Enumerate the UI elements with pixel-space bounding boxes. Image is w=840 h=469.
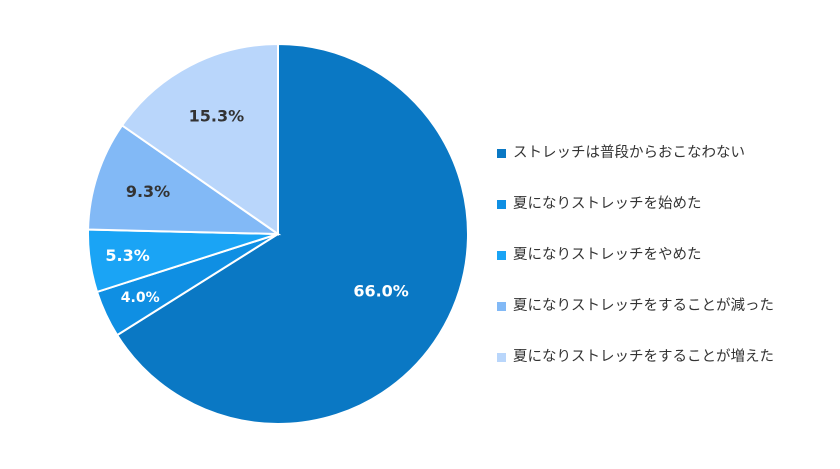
legend-swatch xyxy=(497,353,506,362)
legend-swatch xyxy=(497,149,506,158)
legend-swatch xyxy=(497,251,506,260)
data-label: 9.3% xyxy=(126,182,170,201)
legend-swatch xyxy=(497,302,506,311)
legend-item: 夏になりストレッチをすることが増えた xyxy=(497,344,827,395)
data-label: 66.0% xyxy=(353,282,409,301)
legend-swatch xyxy=(497,200,506,209)
pie-slice xyxy=(115,42,469,425)
legend-item: 夏になりストレッチをやめた xyxy=(497,242,827,293)
legend-label: 夏になりストレッチを始めた xyxy=(513,196,702,212)
legend: ストレッチは普段からおこなわない 夏になりストレッチを始めた 夏になりストレッチ… xyxy=(497,140,827,395)
legend-item: ストレッチは普段からおこなわない xyxy=(497,140,827,191)
data-label: 5.3% xyxy=(105,246,149,265)
legend-item: 夏になりストレッチを始めた xyxy=(497,191,827,242)
legend-label: ストレッチは普段からおこなわない xyxy=(513,145,745,161)
data-label: 15.3% xyxy=(189,107,245,126)
pie-slice xyxy=(120,42,279,236)
pie-slice xyxy=(87,123,282,236)
data-label: 4.0% xyxy=(121,290,160,306)
legend-label: 夏になりストレッチをすることが減った xyxy=(513,298,774,314)
legend-label: 夏になりストレッチをすることが増えた xyxy=(513,349,774,365)
legend-label: 夏になりストレッチをやめた xyxy=(513,247,702,263)
legend-item: 夏になりストレッチをすることが減った xyxy=(497,293,827,344)
